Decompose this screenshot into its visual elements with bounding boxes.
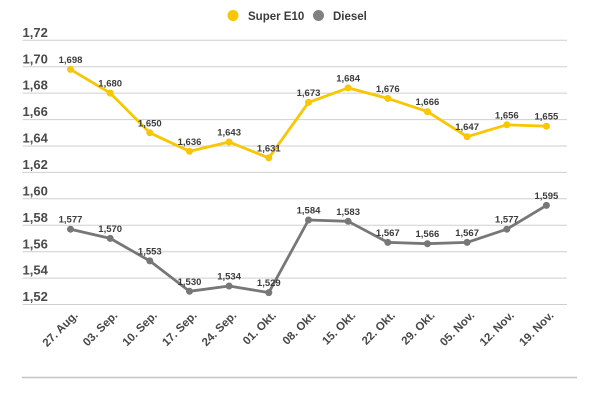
svg-text:1,58: 1,58	[23, 210, 48, 225]
svg-text:1,698: 1,698	[59, 55, 83, 66]
svg-text:1,570: 1,570	[98, 224, 122, 235]
svg-text:1,66: 1,66	[23, 104, 48, 119]
svg-text:1,655: 1,655	[535, 112, 559, 123]
svg-text:1,567: 1,567	[376, 228, 400, 239]
svg-text:1,650: 1,650	[138, 118, 162, 129]
svg-text:1,54: 1,54	[23, 263, 49, 278]
svg-text:Diesel: Diesel	[333, 11, 367, 23]
svg-text:1,553: 1,553	[138, 246, 162, 257]
svg-text:1,566: 1,566	[416, 229, 440, 240]
svg-text:1,577: 1,577	[59, 215, 83, 226]
svg-text:Super E10: Super E10	[248, 11, 304, 23]
svg-text:1,62: 1,62	[23, 157, 48, 172]
svg-text:1,684: 1,684	[336, 73, 360, 84]
svg-text:1,584: 1,584	[297, 206, 321, 217]
svg-text:1,64: 1,64	[23, 131, 49, 146]
svg-text:1,631: 1,631	[257, 143, 281, 154]
svg-text:1,666: 1,666	[416, 97, 440, 108]
svg-text:1,567: 1,567	[455, 228, 479, 239]
svg-text:1,673: 1,673	[297, 88, 321, 99]
svg-text:1,647: 1,647	[455, 122, 479, 133]
svg-text:1,676: 1,676	[376, 84, 400, 95]
svg-text:1,656: 1,656	[495, 110, 519, 121]
svg-text:1,56: 1,56	[23, 236, 48, 251]
svg-text:1,530: 1,530	[178, 277, 202, 288]
svg-text:1,636: 1,636	[178, 137, 202, 148]
svg-text:1,534: 1,534	[217, 272, 241, 283]
svg-text:1,577: 1,577	[495, 215, 519, 226]
svg-text:1,583: 1,583	[336, 207, 360, 218]
svg-text:1,70: 1,70	[23, 51, 48, 66]
svg-text:1,595: 1,595	[535, 191, 559, 202]
svg-text:1,60: 1,60	[23, 183, 48, 198]
svg-text:1,680: 1,680	[98, 79, 122, 90]
svg-text:1,643: 1,643	[217, 128, 241, 139]
svg-text:1,68: 1,68	[23, 78, 48, 93]
svg-text:1,52: 1,52	[23, 289, 48, 304]
svg-text:1,529: 1,529	[257, 278, 281, 289]
svg-text:1,72: 1,72	[23, 25, 48, 40]
